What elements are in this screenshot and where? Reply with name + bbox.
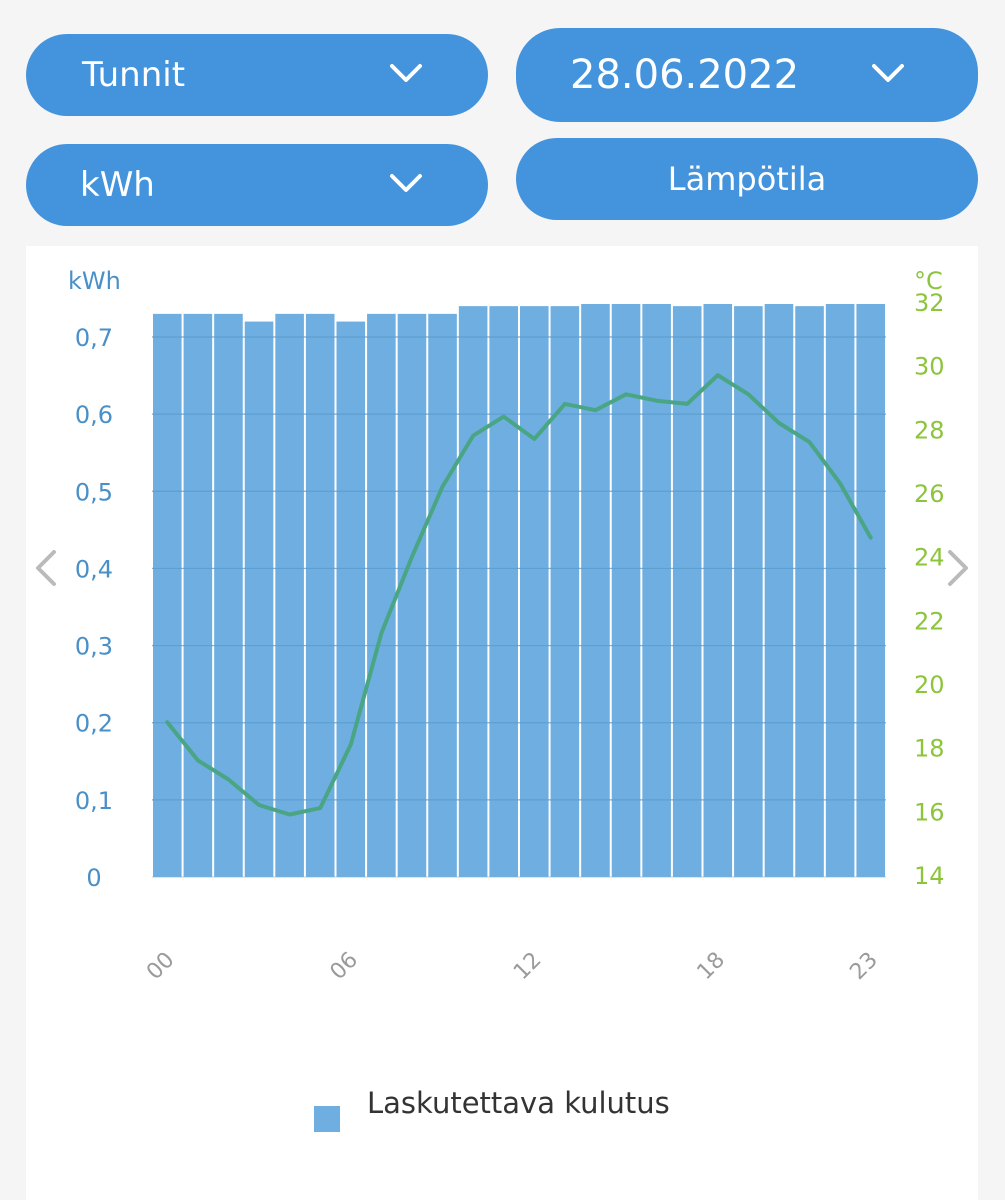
temperature-button-label: Lämpötila xyxy=(667,160,827,198)
y2-tick-label: 24 xyxy=(914,544,945,572)
bar xyxy=(153,313,182,877)
chevron-down-icon xyxy=(390,174,422,192)
y-tick-label: 0,2 xyxy=(75,710,113,738)
chevron-left-icon[interactable] xyxy=(32,548,58,588)
bar xyxy=(856,304,885,877)
date-select[interactable]: 28.06.2022 xyxy=(516,28,978,122)
bar xyxy=(183,313,213,877)
y2-axis-label: °C xyxy=(914,267,943,295)
bar xyxy=(244,321,274,877)
y2-tick-label: 26 xyxy=(914,480,945,508)
y-tick-label: 0,4 xyxy=(75,555,113,583)
y2-tick-label: 20 xyxy=(914,671,945,699)
temperature-toggle-button[interactable]: Lämpötila xyxy=(516,138,978,220)
bar xyxy=(458,306,488,878)
unit-select[interactable]: kWh xyxy=(26,144,488,226)
legend-label: Laskutettava kulutus xyxy=(367,1086,670,1120)
bar xyxy=(214,313,243,877)
bar xyxy=(397,313,427,877)
bar xyxy=(703,304,733,877)
consumption-chart: kWh 0 0,1 0,2 0,3 0,4 0,5 0,6 0,7 °C 14 16 18 20 22 24 2… xyxy=(68,267,945,1132)
bar xyxy=(825,304,855,877)
bar xyxy=(734,306,763,878)
x-tick-label: 06 xyxy=(326,948,363,985)
bar xyxy=(642,304,671,877)
legend-swatch xyxy=(314,1106,340,1132)
y2-tick-label: 16 xyxy=(914,798,945,826)
y-tick-label: 0,1 xyxy=(75,787,113,815)
x-tick-label: 00 xyxy=(142,948,179,985)
bar xyxy=(795,306,824,878)
chevron-down-icon xyxy=(390,64,422,82)
period-select[interactable]: Tunnit xyxy=(26,34,488,116)
bar xyxy=(336,321,366,877)
bar xyxy=(275,313,304,877)
chevron-down-icon xyxy=(872,64,904,82)
bar xyxy=(428,313,457,877)
y-axis-label: kWh xyxy=(68,267,121,295)
y-tick-label: 0,3 xyxy=(75,633,113,661)
date-select-value: 28.06.2022 xyxy=(570,52,800,98)
bar xyxy=(611,304,641,877)
chevron-right-icon[interactable] xyxy=(946,548,972,588)
bar xyxy=(367,313,396,877)
y-tick-label: 0,7 xyxy=(75,324,113,352)
bar xyxy=(764,304,794,877)
unit-select-value: kWh xyxy=(80,165,155,205)
y-tick-label: 0 xyxy=(86,864,101,892)
x-tick-label: 18 xyxy=(693,948,730,985)
bar xyxy=(550,306,580,878)
bar xyxy=(520,306,549,878)
y-tick-label: 0,5 xyxy=(75,478,113,506)
y2-tick-label: 18 xyxy=(914,735,945,763)
bar xyxy=(581,304,610,877)
chart-panel: kWh 0 0,1 0,2 0,3 0,4 0,5 0,6 0,7 °C 14 16 18 20 22 24 2… xyxy=(26,246,978,1200)
y2-tick-label: 28 xyxy=(914,416,945,444)
y2-tick-label: 22 xyxy=(914,607,945,635)
y-tick-label: 0,6 xyxy=(75,401,113,429)
bar xyxy=(489,306,518,878)
temperature-line xyxy=(165,373,873,817)
y2-tick-label: 32 xyxy=(914,289,945,317)
y2-tick-label: 30 xyxy=(914,353,945,381)
x-tick-label: 23 xyxy=(845,948,882,985)
period-select-value: Tunnit xyxy=(82,55,186,95)
y2-tick-label: 14 xyxy=(914,862,945,890)
x-tick-label: 12 xyxy=(509,948,546,985)
bar xyxy=(305,313,335,877)
